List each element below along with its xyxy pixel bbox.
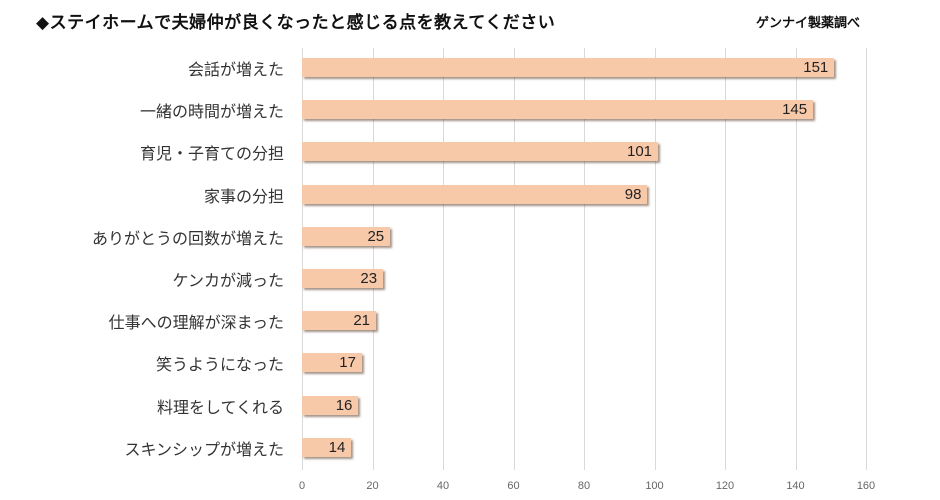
bar: 25 [302, 226, 391, 246]
category-label: スキンシップが増えた [124, 439, 284, 459]
x-tick-label: 80 [577, 480, 591, 492]
x-tick-label: 40 [436, 480, 450, 492]
gridline [866, 48, 867, 470]
bar: 145 [302, 100, 814, 120]
gridline [584, 48, 585, 470]
bar: 21 [302, 311, 377, 331]
x-tick-label: 60 [507, 480, 520, 492]
bar: 98 [302, 184, 648, 204]
gridline [302, 48, 303, 470]
bar-value-label: 16 [335, 396, 353, 414]
category-label: ケンカが減った [172, 271, 284, 290]
x-tick-label: 0 [298, 480, 306, 492]
bar: 17 [302, 353, 362, 373]
category-label: 育児・子育ての分担 [139, 144, 284, 164]
bar-value-label: 151 [803, 59, 829, 76]
gridline [725, 48, 726, 470]
category-label: 一緒の時間が増えた [139, 102, 284, 122]
bar-value-label: 17 [339, 354, 356, 372]
bar-value-label: 25 [367, 227, 385, 245]
category-label: 笑うようになった [155, 355, 284, 375]
bar: 101 [302, 142, 659, 162]
bar-value-label: 21 [353, 312, 371, 330]
bar-value-label: 145 [782, 101, 808, 119]
source-label: ゲンナイ製薬調べ [756, 16, 861, 31]
gridline [513, 48, 515, 470]
chart-title: ◆ステイホームで夫婦仲が良くなったと感じる点を教えてください [36, 13, 556, 33]
bar-value-label: 98 [624, 185, 642, 203]
x-tick-label: 120 [715, 480, 735, 492]
gridline [795, 48, 797, 470]
bar: 151 [302, 58, 835, 77]
bar-value-label: 101 [626, 143, 653, 161]
gridline [443, 48, 444, 470]
category-label: 家事の分担 [203, 186, 284, 206]
category-label: 仕事への理解が深まった [108, 313, 284, 333]
gridline [654, 48, 656, 470]
x-tick-label: 160 [856, 480, 876, 492]
bar-value-label: 14 [328, 438, 346, 456]
x-tick-label: 20 [366, 480, 379, 492]
gridline [372, 48, 374, 470]
bar: 23 [302, 269, 384, 288]
bar-value-label: 23 [360, 270, 378, 287]
x-tick-label: 100 [645, 480, 664, 492]
x-tick-label: 140 [786, 480, 805, 492]
bar: 16 [302, 395, 359, 415]
category-label: 料理をしてくれる [156, 397, 284, 417]
category-label: ありがとうの回数が増えた [91, 228, 284, 248]
category-label: 会話が増えた [187, 60, 284, 79]
bar: 14 [302, 437, 352, 457]
